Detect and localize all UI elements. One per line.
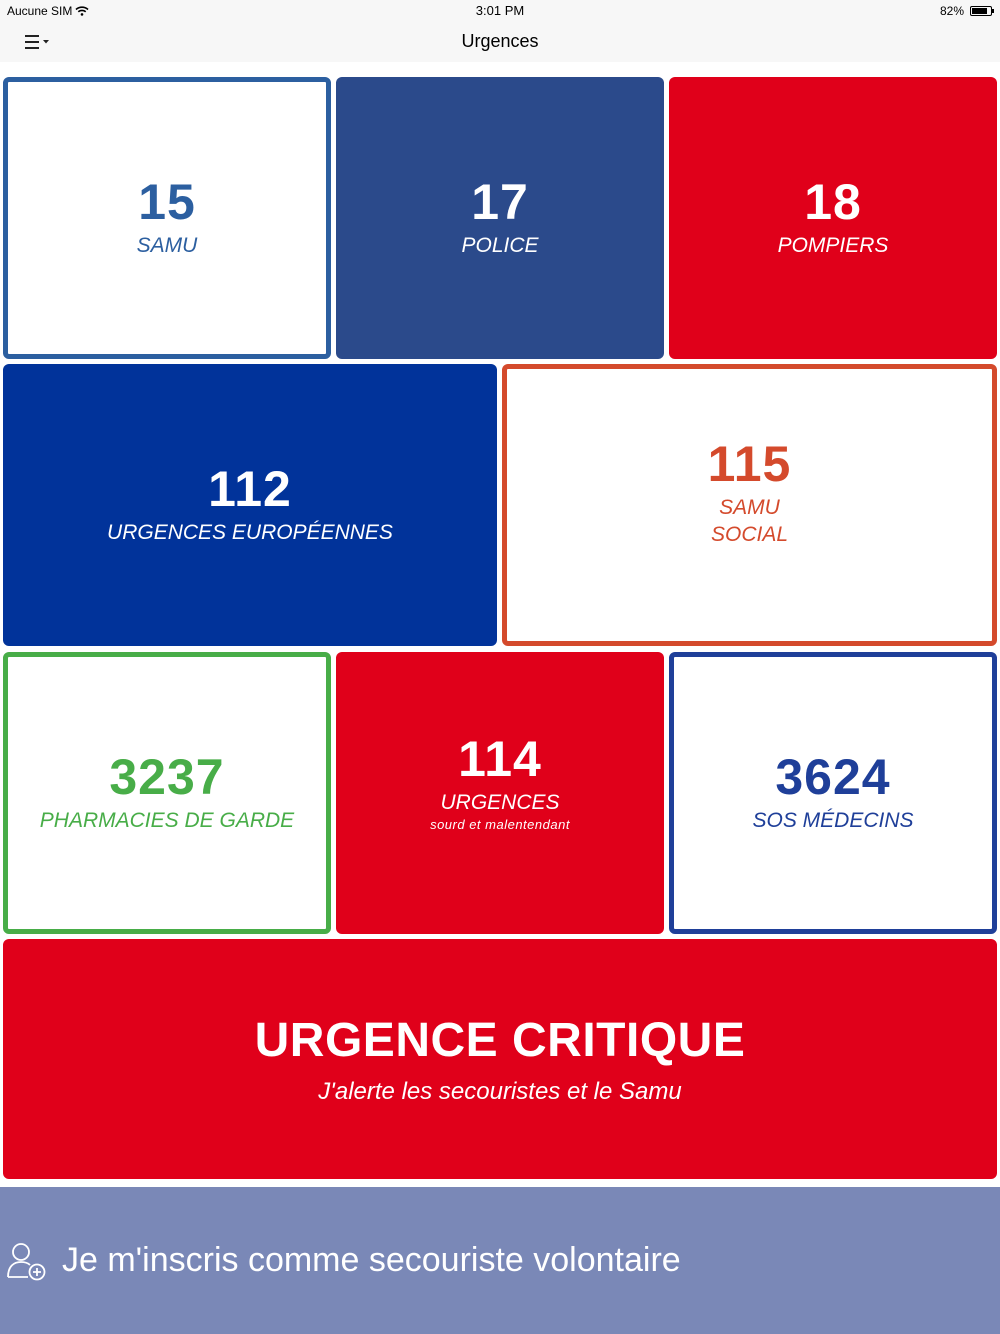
tile-label: URGENCES EUROPÉENNES	[107, 521, 393, 545]
sos-medecins-3624-tile[interactable]: 3624 SOS MÉDECINS	[669, 652, 997, 934]
tile-label: SAMU	[136, 234, 198, 258]
battery-percent: 82%	[939, 4, 964, 18]
volunteer-signup-button[interactable]: Je m'inscris comme secouriste volontaire	[0, 1187, 1000, 1334]
urgences-sourds-114-tile[interactable]: 114 URGENCES sourd et malentendant	[336, 652, 664, 934]
page-title: Urgences	[461, 31, 539, 51]
urgences-europeennes-112-tile[interactable]: 112 URGENCES EUROPÉENNES	[3, 364, 497, 646]
samu-social-115-tile[interactable]: 115 SAMU SOCIAL	[502, 364, 997, 646]
tile-number: 112	[208, 461, 292, 518]
samu-15-tile[interactable]: 15 SAMU	[3, 77, 331, 359]
battery-level	[972, 8, 987, 14]
menu-button[interactable]	[24, 31, 54, 53]
pharmacies-de-garde-3237-tile[interactable]: 3237 PHARMACIES DE GARDE	[3, 652, 331, 934]
pompiers-18-tile[interactable]: 18 POMPIERS	[669, 77, 997, 359]
add-user-icon	[7, 1242, 46, 1280]
urgence-critique-button[interactable]: URGENCE CRITIQUE J'alerte les secouriste…	[3, 939, 997, 1179]
tile-label-line1: SAMU	[719, 495, 780, 519]
volunteer-label: Je m'inscris comme secouriste volontaire	[62, 1241, 681, 1279]
tile-number: 3624	[775, 749, 891, 806]
battery-icon	[970, 6, 994, 16]
wifi-icon	[75, 6, 89, 16]
police-17-tile[interactable]: 17 POLICE	[336, 77, 664, 359]
clock: 3:01 PM	[475, 3, 525, 18]
tile-number: 17	[471, 174, 529, 231]
carrier-label: Aucune SIM	[7, 4, 73, 18]
tile-number: 115	[707, 435, 792, 492]
tile-label: SOS MÉDECINS	[752, 809, 914, 833]
tile-number: 15	[138, 174, 196, 231]
tile-number: 114	[458, 730, 542, 787]
tile-label: POMPIERS	[777, 234, 889, 258]
tile-number: 18	[804, 174, 862, 231]
tile-label: PHARMACIES DE GARDE	[39, 809, 295, 833]
carrier-status: Aucune SIM	[7, 4, 89, 18]
battery-status: 82%	[939, 4, 994, 18]
tile-label: URGENCES	[440, 790, 560, 814]
tile-number: 3237	[109, 749, 225, 806]
hamburger-menu-icon	[25, 35, 49, 49]
critical-title: URGENCE CRITIQUE	[254, 1013, 746, 1067]
tile-sublabel: sourd et malentendant	[430, 817, 570, 833]
status-bar: Aucune SIM 3:01 PM 82%	[0, 0, 1000, 22]
tile-label: POLICE	[461, 234, 539, 258]
critical-subtitle: J'alerte les secouristes et le Samu	[318, 1077, 682, 1105]
tile-label-line2: SOCIAL	[710, 523, 789, 546]
navigation-bar: Urgences	[0, 22, 1000, 62]
